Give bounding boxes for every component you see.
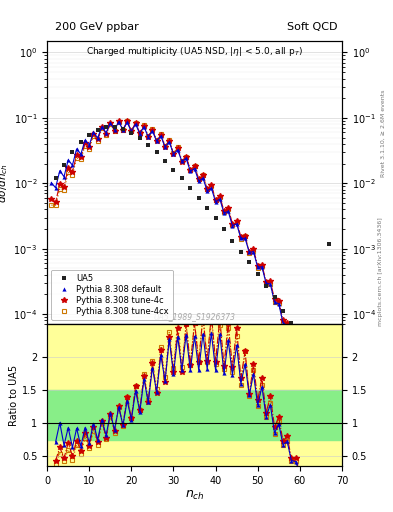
Pythia 8.308 default: [49, 180, 54, 186]
Pythia 8.308 default: [171, 151, 176, 157]
Pythia 8.308 tune-4c: [163, 144, 167, 151]
Line: Pythia 8.308 tune-4cx: Pythia 8.308 tune-4cx: [49, 119, 319, 471]
Text: Soft QCD: Soft QCD: [288, 22, 338, 32]
Pythia 8.308 tune-4cx: [125, 118, 130, 124]
UA5: [121, 126, 125, 132]
Pythia 8.308 default: [268, 281, 273, 287]
Line: UA5: UA5: [53, 124, 332, 337]
Pythia 8.308 tune-4c: [226, 205, 231, 211]
Line: Pythia 8.308 default: Pythia 8.308 default: [49, 120, 327, 476]
Pythia 8.308 tune-4c: [200, 172, 205, 178]
Pythia 8.308 default: [306, 392, 310, 398]
UA5: [70, 149, 75, 155]
UA5: [53, 175, 58, 181]
Pythia 8.308 tune-4cx: [49, 202, 54, 208]
Pythia 8.308 tune-4c: [314, 457, 319, 463]
UA5: [222, 226, 226, 232]
UA5: [196, 195, 201, 201]
Pythia 8.308 tune-4c: [184, 154, 189, 160]
UA5: [129, 130, 134, 136]
Pythia 8.308 default: [70, 162, 75, 168]
Y-axis label: Ratio to UA5: Ratio to UA5: [9, 365, 19, 425]
Bar: [47, 324, 342, 466]
Line: Pythia 8.308 tune-4c: Pythia 8.308 tune-4c: [49, 118, 320, 463]
UA5: [79, 139, 83, 145]
Pythia 8.308 tune-4cx: [200, 172, 205, 178]
Pythia 8.308 tune-4cx: [163, 143, 167, 149]
Pythia 8.308 tune-4c: [49, 196, 54, 202]
Pythia 8.308 tune-4cx: [226, 206, 231, 212]
UA5: [239, 249, 243, 255]
UA5: [289, 320, 294, 326]
UA5: [112, 124, 117, 130]
UA5: [272, 294, 277, 301]
Pythia 8.308 default: [121, 127, 125, 133]
UA5: [327, 241, 332, 247]
UA5: [163, 158, 167, 164]
Text: mcplots.cern.ch [arXiv:1306.3436]: mcplots.cern.ch [arXiv:1306.3436]: [378, 217, 383, 326]
UA5: [230, 238, 235, 244]
Y-axis label: $d\sigma/dn_{ch}$: $d\sigma/dn_{ch}$: [0, 163, 11, 203]
Pythia 8.308 tune-4cx: [184, 154, 189, 160]
Text: Rivet 3.1.10, ≥ 2.6M events: Rivet 3.1.10, ≥ 2.6M events: [381, 90, 386, 177]
Text: UA5_1989_S1926373: UA5_1989_S1926373: [154, 312, 235, 322]
UA5: [87, 132, 92, 138]
Pythia 8.308 tune-4c: [116, 118, 121, 124]
UA5: [247, 259, 252, 265]
UA5: [95, 126, 100, 133]
UA5: [138, 135, 142, 141]
Pythia 8.308 tune-4c: [83, 140, 87, 146]
UA5: [180, 175, 184, 181]
UA5: [62, 162, 66, 168]
Pythia 8.308 tune-4cx: [314, 465, 319, 472]
UA5: [213, 216, 218, 222]
Text: 200 GeV ppbar: 200 GeV ppbar: [55, 22, 139, 32]
UA5: [264, 283, 268, 289]
UA5: [171, 167, 176, 173]
X-axis label: $n_{ch}$: $n_{ch}$: [185, 488, 204, 502]
Pythia 8.308 tune-4cx: [222, 209, 226, 215]
Pythia 8.308 tune-4cx: [83, 142, 87, 148]
UA5: [104, 124, 108, 130]
Bar: [47, 390, 342, 440]
Pythia 8.308 default: [116, 119, 121, 125]
UA5: [154, 149, 159, 155]
UA5: [255, 271, 260, 277]
UA5: [188, 185, 193, 191]
Legend: UA5, Pythia 8.308 default, Pythia 8.308 tune-4c, Pythia 8.308 tune-4cx: UA5, Pythia 8.308 default, Pythia 8.308 …: [51, 269, 173, 320]
UA5: [281, 308, 285, 314]
Pythia 8.308 tune-4c: [222, 208, 226, 215]
Text: Charged multiplicity (UA5 NSD, $|\eta|$ < 5.0, all p$_T$): Charged multiplicity (UA5 NSD, $|\eta|$ …: [86, 45, 303, 58]
UA5: [298, 332, 302, 338]
Pythia 8.308 default: [323, 471, 327, 477]
UA5: [205, 205, 209, 211]
Pythia 8.308 default: [138, 131, 142, 137]
UA5: [146, 142, 151, 148]
